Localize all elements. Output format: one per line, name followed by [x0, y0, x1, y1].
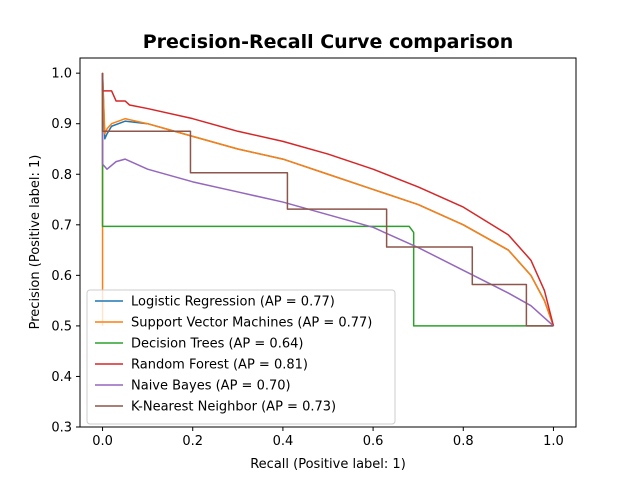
legend-entry: K-Nearest Neighbor (AP = 0.73) — [131, 400, 336, 415]
series-line-3 — [101, 73, 554, 327]
series-line-6 — [101, 73, 554, 327]
y-axis-label: Precision (Positive label: 1) — [28, 155, 43, 330]
y-tick-label: 0.9 — [51, 117, 72, 132]
y-tick-label: 1.0 — [51, 67, 72, 82]
y-tick-label: 0.4 — [51, 370, 72, 385]
x-tick-label: 0.4 — [273, 434, 294, 449]
legend-entry: Random Forest (AP = 0.81) — [131, 358, 308, 373]
legend-entry: Logistic Regression (AP = 0.77) — [131, 295, 335, 310]
series-line-2 — [101, 72, 555, 327]
axes-frame — [79, 57, 577, 428]
series-line-4 — [101, 73, 555, 327]
y-tick-label: 0.8 — [51, 168, 72, 183]
x-tick-label: 1.0 — [543, 434, 564, 449]
x-tick-label: 0.2 — [182, 434, 203, 449]
y-tick-label: 0.7 — [51, 218, 72, 233]
series-line-5 — [101, 73, 554, 327]
legend-box — [86, 289, 396, 425]
legend-entry: Support Vector Machines (AP = 0.77) — [131, 316, 372, 331]
x-tick-label: 0.8 — [453, 434, 474, 449]
y-tick-label: 0.6 — [51, 269, 72, 284]
x-tick-label: 0.0 — [92, 434, 113, 449]
legend: Logistic Regression (AP = 0.77) Support V… — [86, 289, 396, 425]
chart-title: Precision-Recall Curve comparison — [143, 31, 514, 53]
x-axis-ticks: 0.0 0.2 0.4 0.6 0.8 1.0 — [92, 427, 564, 449]
x-axis-label: Recall (Positive label: 1) — [250, 457, 406, 472]
y-axis-ticks: 0.3 0.4 0.5 0.6 0.7 0.8 0.9 1.0 — [51, 67, 80, 436]
plot-area — [101, 72, 555, 327]
x-tick-label: 0.6 — [363, 434, 384, 449]
y-tick-label: 0.5 — [51, 319, 72, 334]
legend-entry: Naive Bayes (AP = 0.70) — [131, 379, 291, 394]
legend-entry: Decision Trees (AP = 0.64) — [131, 337, 303, 352]
y-tick-label: 0.3 — [51, 421, 72, 436]
